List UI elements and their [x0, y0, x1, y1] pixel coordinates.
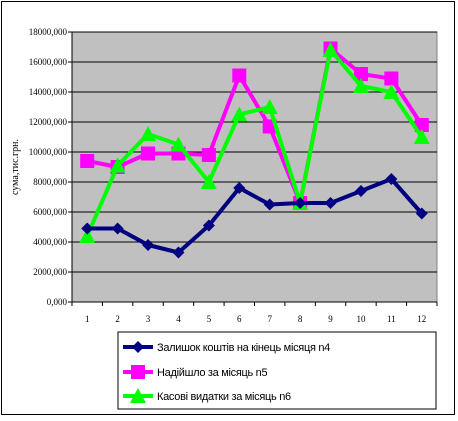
x-tick-label: 7: [267, 314, 272, 324]
data-point: [294, 197, 307, 209]
data-point: [142, 239, 155, 251]
data-point: [109, 157, 126, 173]
x-tick-label: 12: [417, 314, 426, 324]
y-tick-label: 6000,000: [33, 207, 67, 217]
data-point: [132, 341, 144, 353]
legend-item: Касові видатки за місяць n6: [123, 388, 291, 403]
data-point: [81, 222, 94, 235]
y-axis-label: сума,тис.грн.: [10, 139, 21, 195]
data-point: [141, 146, 156, 161]
data-point: [202, 219, 215, 232]
x-axis-ticks: 1 2 3 4 5 6 7 8 9 10 11 12: [71, 302, 438, 324]
series-1: [81, 173, 428, 259]
legend-box: [117, 331, 437, 410]
data-point: [232, 68, 247, 83]
line-chart: 0,000 2000,000 4000,000 6000,000 8000,000 100…: [10, 27, 438, 410]
y-tick-label: 0,000: [47, 297, 68, 307]
data-point: [263, 198, 276, 211]
data-point: [201, 148, 216, 162]
x-tick-label: 6: [237, 314, 242, 324]
legend-label: Залишок коштів на кінець місяця n4: [157, 342, 330, 354]
y-axis-ticks: 0,000 2000,000 4000,000 6000,000 8000,000 100…: [29, 27, 437, 307]
data-point: [131, 365, 145, 379]
x-tick-label: 1: [85, 314, 90, 324]
data-point: [353, 67, 368, 81]
data-point: [352, 78, 369, 93]
y-tick-label: 12000,000: [29, 117, 68, 127]
legend-label: Касові видатки за місяць n6: [157, 391, 291, 403]
series-lines: [79, 41, 430, 259]
data-point: [231, 106, 248, 122]
legend-label: Надійшло за місяць n5: [157, 367, 267, 379]
data-point: [200, 174, 217, 189]
data-point: [415, 207, 428, 220]
data-point: [384, 71, 399, 86]
y-tick-label: 16000,000: [29, 57, 68, 67]
legend-item: Залишок коштів на кінець місяця n4: [123, 341, 330, 354]
x-tick-label: 5: [207, 314, 212, 324]
x-tick-label: 8: [298, 314, 303, 324]
data-point: [170, 136, 187, 152]
data-point: [324, 197, 337, 209]
y-tick-label: 8000,000: [33, 177, 67, 187]
data-point: [413, 129, 430, 144]
data-point: [172, 246, 185, 259]
data-point: [79, 228, 96, 243]
data-point: [383, 84, 400, 99]
data-point: [385, 173, 398, 185]
data-point: [233, 182, 246, 194]
x-tick-label: 11: [387, 314, 396, 324]
x-tick-label: 10: [356, 314, 366, 324]
data-point: [140, 126, 157, 141]
data-point: [111, 222, 124, 235]
data-point: [261, 99, 278, 114]
legend-item: Надійшло за місяць n5: [123, 365, 268, 379]
data-point: [354, 185, 367, 197]
y-tick-label: 10000,000: [29, 147, 68, 157]
y-tick-label: 18000,000: [29, 27, 68, 37]
y-tick-label: 2000,000: [33, 267, 67, 277]
data-point: [130, 388, 146, 403]
y-tick-label: 4000,000: [33, 237, 67, 247]
x-tick-label: 9: [328, 314, 333, 324]
plot-area: [71, 31, 438, 303]
series-line: [87, 177, 424, 255]
data-point: [322, 42, 339, 57]
x-tick-label: 3: [146, 314, 151, 324]
series-3: [79, 42, 430, 243]
chart-frame: 0,000 2000,000 4000,000 6000,000 8000,000 100…: [1, 1, 455, 415]
x-tick-label: 4: [176, 314, 181, 324]
x-tick-label: 2: [115, 314, 120, 324]
y-tick-label: 14000,000: [29, 87, 68, 97]
legend: Залишок коштів на кінець місяця n4 Надійш…: [123, 341, 330, 403]
data-point: [80, 154, 95, 168]
